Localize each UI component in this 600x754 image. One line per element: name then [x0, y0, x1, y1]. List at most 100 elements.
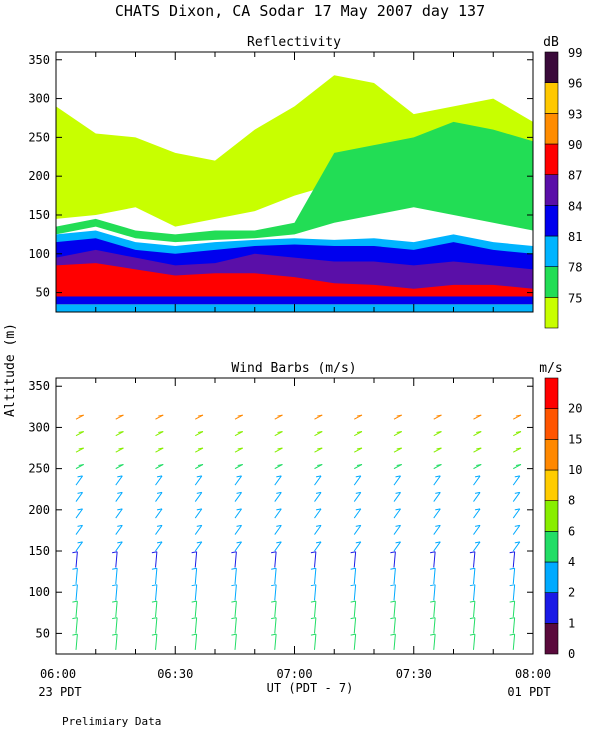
wind-barb: [469, 617, 476, 634]
wind-barb: [354, 463, 363, 470]
wind-barb: [310, 633, 317, 650]
reflectivity-contours: [56, 75, 533, 312]
wind-barb: [155, 541, 163, 552]
y-axis-label: Altitude (m): [3, 323, 18, 417]
wind-barb: [393, 524, 401, 535]
reflectivity-y-axis: 50 100 150 200 250 300 350: [28, 53, 533, 300]
wind-barb: [231, 600, 237, 617]
refl-colorbar-swatch: [544, 113, 559, 145]
wind-barb: [112, 567, 118, 585]
wind-barb: [231, 551, 237, 568]
refl-y-tick-label: 300: [28, 92, 50, 106]
wind-barb: [75, 541, 83, 552]
x-end-note: 01 PDT: [507, 685, 550, 699]
reflectivity-ground-band: [56, 296, 533, 305]
wind-barb: [274, 447, 283, 453]
wind-colorbar-swatch: [544, 408, 559, 440]
wind-colorbar-swatch: [544, 439, 559, 471]
wind-barb: [271, 567, 277, 585]
wind-barb: [115, 463, 124, 470]
wind-barb: [314, 508, 322, 519]
wind-barb: [75, 414, 84, 420]
wind-barb: [75, 431, 84, 437]
reflectivity-contour-78: [56, 121, 533, 243]
wind-barb: [430, 600, 436, 617]
refl-colorbar-label: 99: [568, 46, 582, 60]
wind-barb: [390, 584, 396, 601]
refl-colorbar-swatch: [544, 235, 559, 267]
wind-barb: [353, 491, 362, 502]
refl-colorbar-swatch: [544, 82, 559, 114]
wind-barb: [509, 617, 516, 634]
wind-barb: [155, 447, 164, 453]
wind-barb: [234, 431, 243, 437]
wind-barb: [513, 431, 522, 437]
refl-colorbar-label: 78: [568, 261, 582, 275]
wind-barb: [115, 508, 123, 519]
wind-barb: [393, 431, 402, 437]
wind-barb: [354, 431, 363, 437]
wind-barb: [430, 551, 436, 568]
wind-x-tick-label: 07:00: [276, 667, 312, 681]
wind-barb: [151, 633, 158, 650]
wind-barb: [314, 524, 322, 535]
wind-colorbar-label: 2: [568, 586, 575, 600]
refl-y-tick-label: 350: [28, 53, 50, 67]
wind-barb: [112, 600, 118, 617]
wind-barb: [350, 633, 357, 650]
wind-y-tick-label: 350: [28, 379, 50, 393]
wind-barb: [310, 617, 317, 634]
wind-y-tick-label: 300: [28, 420, 50, 434]
wind-barb: [194, 491, 203, 502]
wind-barb: [231, 567, 237, 585]
wind-barb: [72, 633, 78, 650]
wind-colorbar: 0 1 2 4 6 8 10 15 20: [544, 377, 582, 661]
wind-barb: [430, 633, 436, 650]
wind-barb: [310, 551, 317, 568]
wind-barb: [469, 584, 476, 601]
wind-barb: [473, 414, 482, 420]
wind-barb: [191, 633, 198, 650]
wind-barb: [393, 541, 401, 552]
wind-barb: [393, 463, 402, 470]
wind-colorbar-label: 1: [568, 616, 575, 630]
wind-barb: [274, 524, 282, 535]
wind-barb: [75, 524, 83, 535]
wind-colorbar-swatch: [544, 561, 559, 593]
wind-barb: [509, 584, 516, 601]
wind-colorbar-label: 6: [568, 524, 575, 538]
wind-colorbar-label: 8: [568, 494, 575, 508]
wind-barb: [469, 551, 476, 568]
wind-colorbar-swatch: [544, 592, 559, 624]
refl-colorbar-swatch: [544, 174, 559, 206]
reflectivity-x-axis: [95, 52, 494, 312]
wind-barb: [393, 414, 402, 420]
refl-colorbar-label: 75: [568, 291, 582, 305]
wind-barb: [433, 463, 442, 470]
wind-barb: [513, 463, 522, 470]
wind-barb: [509, 567, 516, 585]
wind-barbs: [72, 414, 522, 650]
wind-barb: [513, 414, 522, 420]
wind-colorbar-swatch: [544, 377, 559, 409]
wind-x-tick-label: 08:00: [515, 667, 551, 681]
wind-barb: [512, 508, 521, 519]
refl-colorbar-label: 93: [568, 107, 582, 121]
wind-barb: [469, 567, 476, 585]
wind-barb: [512, 491, 521, 502]
wind-barb: [430, 584, 436, 601]
wind-barb: [473, 431, 482, 437]
wind-barb: [75, 491, 83, 502]
wind-barb: [469, 633, 476, 650]
wind-barb: [314, 541, 322, 552]
wind-barb: [390, 617, 396, 634]
refl-colorbar-swatch: [544, 297, 559, 329]
wind-barb: [473, 524, 481, 535]
wind-colorbar-label: 20: [568, 402, 582, 416]
wind-barb: [234, 475, 242, 486]
wind-barb: [191, 551, 198, 568]
wind-barb: [155, 491, 163, 502]
wind-barb: [115, 447, 124, 453]
wind-barb: [271, 600, 277, 617]
